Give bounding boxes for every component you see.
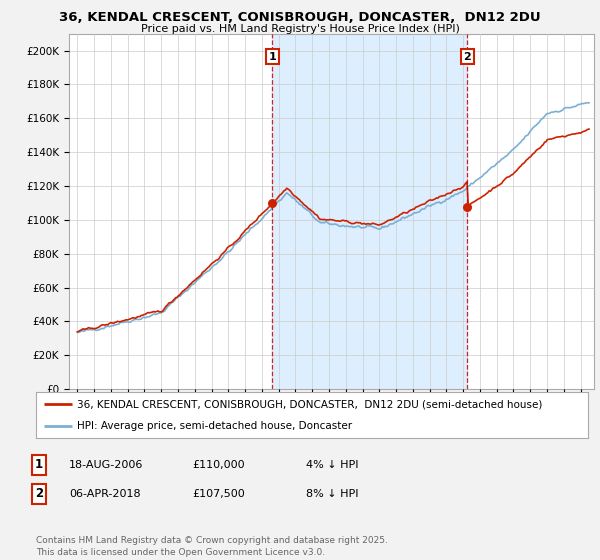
Text: 1: 1 xyxy=(35,458,43,472)
Text: 18-AUG-2006: 18-AUG-2006 xyxy=(69,460,143,470)
Bar xyxy=(272,34,467,389)
Text: Price paid vs. HM Land Registry's House Price Index (HPI): Price paid vs. HM Land Registry's House … xyxy=(140,24,460,34)
Text: £107,500: £107,500 xyxy=(192,489,245,499)
Text: 2: 2 xyxy=(35,487,43,501)
Text: 36, KENDAL CRESCENT, CONISBROUGH, DONCASTER,  DN12 2DU (semi-detached house): 36, KENDAL CRESCENT, CONISBROUGH, DONCAS… xyxy=(77,399,543,409)
Text: 06-APR-2018: 06-APR-2018 xyxy=(69,489,140,499)
Text: 4% ↓ HPI: 4% ↓ HPI xyxy=(306,460,359,470)
Text: £110,000: £110,000 xyxy=(192,460,245,470)
Text: Contains HM Land Registry data © Crown copyright and database right 2025.
This d: Contains HM Land Registry data © Crown c… xyxy=(36,536,388,557)
Text: 2: 2 xyxy=(463,52,471,62)
Text: 8% ↓ HPI: 8% ↓ HPI xyxy=(306,489,359,499)
Point xyxy=(463,203,472,212)
Point xyxy=(268,198,277,207)
Text: 36, KENDAL CRESCENT, CONISBROUGH, DONCASTER,  DN12 2DU: 36, KENDAL CRESCENT, CONISBROUGH, DONCAS… xyxy=(59,11,541,24)
Text: HPI: Average price, semi-detached house, Doncaster: HPI: Average price, semi-detached house,… xyxy=(77,422,353,431)
Text: 1: 1 xyxy=(268,52,276,62)
